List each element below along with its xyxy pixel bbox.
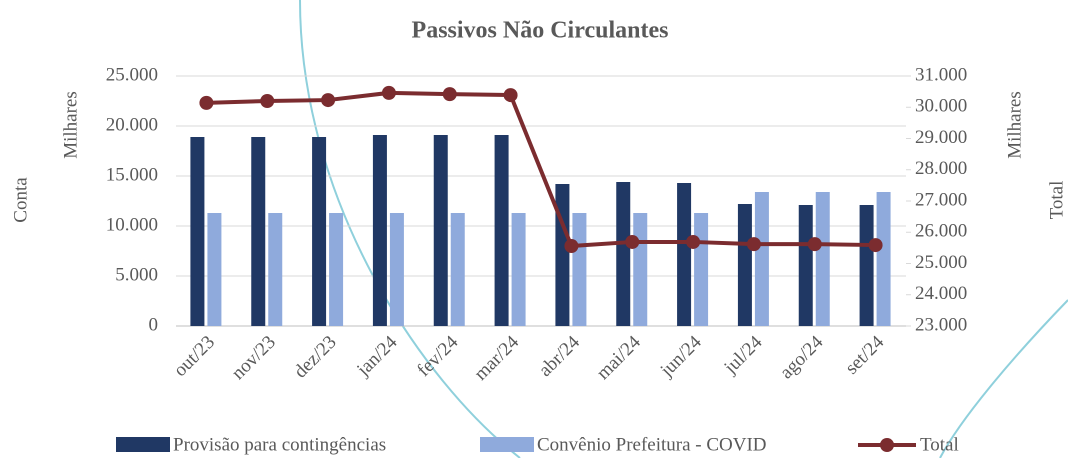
legend-label: Total: [920, 434, 959, 455]
bar: [754, 192, 769, 326]
bar: [737, 204, 752, 326]
y-tick-label: 10.000: [106, 214, 158, 235]
bar: [633, 213, 648, 326]
bar: [389, 213, 404, 326]
x-tick-label: ago/24: [776, 331, 828, 383]
x-tick-label: jan/24: [352, 331, 401, 380]
bar: [372, 135, 387, 326]
y2-tick-label: 24.000: [915, 283, 967, 304]
chart-title: Passivos Não Circulantes: [412, 18, 669, 44]
x-tick-label: set/24: [841, 331, 888, 378]
line-marker: [321, 93, 336, 108]
line: [206, 90, 876, 249]
y2-tick-label: 31.000: [915, 64, 967, 85]
bar: [815, 192, 830, 326]
y2-tick-label: 30.000: [915, 96, 967, 117]
x-tick-label: jun/24: [656, 331, 706, 381]
line-marker: [625, 234, 640, 249]
decoration-curve: [939, 299, 1068, 458]
y-axis-units: Milhares: [60, 91, 81, 159]
legend-label: Provisão para contingências: [173, 434, 386, 455]
bar: [433, 135, 448, 326]
y2-tick-label: 28.000: [915, 158, 967, 179]
bar: [268, 213, 283, 326]
y-tick-label: 5.000: [115, 264, 158, 285]
line-marker: [686, 234, 701, 249]
bar: [798, 205, 813, 326]
bar: [511, 213, 526, 326]
bar: [329, 213, 344, 326]
bar: [572, 213, 587, 326]
legend-label: Convênio Prefeitura - COVID: [537, 434, 767, 455]
y2-tick-label: 23.000: [915, 314, 967, 335]
y-axis-title: Conta: [10, 177, 31, 223]
x-tick-label: nov/23: [228, 332, 280, 384]
bar: [450, 213, 465, 326]
bar: [616, 182, 631, 326]
y-tick-label: 20.000: [106, 114, 158, 135]
bar: [494, 135, 509, 326]
bar: [190, 137, 205, 326]
line-marker: [199, 95, 214, 110]
x-tick-label: abr/24: [535, 331, 585, 381]
x-tick-label: mai/24: [593, 331, 646, 384]
line-marker: [381, 85, 396, 100]
bar: [207, 213, 222, 326]
line-marker: [260, 94, 275, 108]
bar: [251, 137, 266, 326]
line-marker: [868, 238, 883, 253]
bar: [859, 205, 874, 326]
line-marker: [442, 87, 457, 102]
bar: [677, 183, 692, 326]
y2-tick-label: 25.000: [915, 252, 967, 273]
decoration-curve: [299, 0, 521, 458]
x-tick-label: dez/23: [290, 332, 341, 383]
x-tick-label: mar/24: [470, 331, 523, 384]
line-marker: [746, 237, 761, 252]
y-tick-label: 15.000: [106, 164, 158, 185]
line-marker: [503, 88, 518, 103]
line-marker: [564, 239, 579, 253]
line-marker: [807, 237, 822, 252]
bar: [555, 184, 570, 326]
legend-swatch: [116, 437, 170, 452]
y2-axis-title: Total: [1046, 181, 1067, 220]
y2-tick-label: 27.000: [915, 189, 967, 210]
y2-axis-units: Milhares: [1004, 91, 1025, 159]
y-tick-label: 25.000: [106, 64, 158, 85]
x-tick-label: jul/24: [720, 331, 767, 378]
bar: [312, 137, 327, 326]
bar: [876, 192, 891, 326]
y2-tick-label: 29.000: [915, 127, 967, 148]
bar: [694, 213, 709, 326]
legend-swatch: [880, 438, 894, 452]
y2-tick-label: 26.000: [915, 221, 967, 242]
x-tick-label: out/23: [170, 332, 219, 381]
legend-swatch: [480, 437, 534, 452]
y-tick-label: 0: [149, 314, 159, 335]
